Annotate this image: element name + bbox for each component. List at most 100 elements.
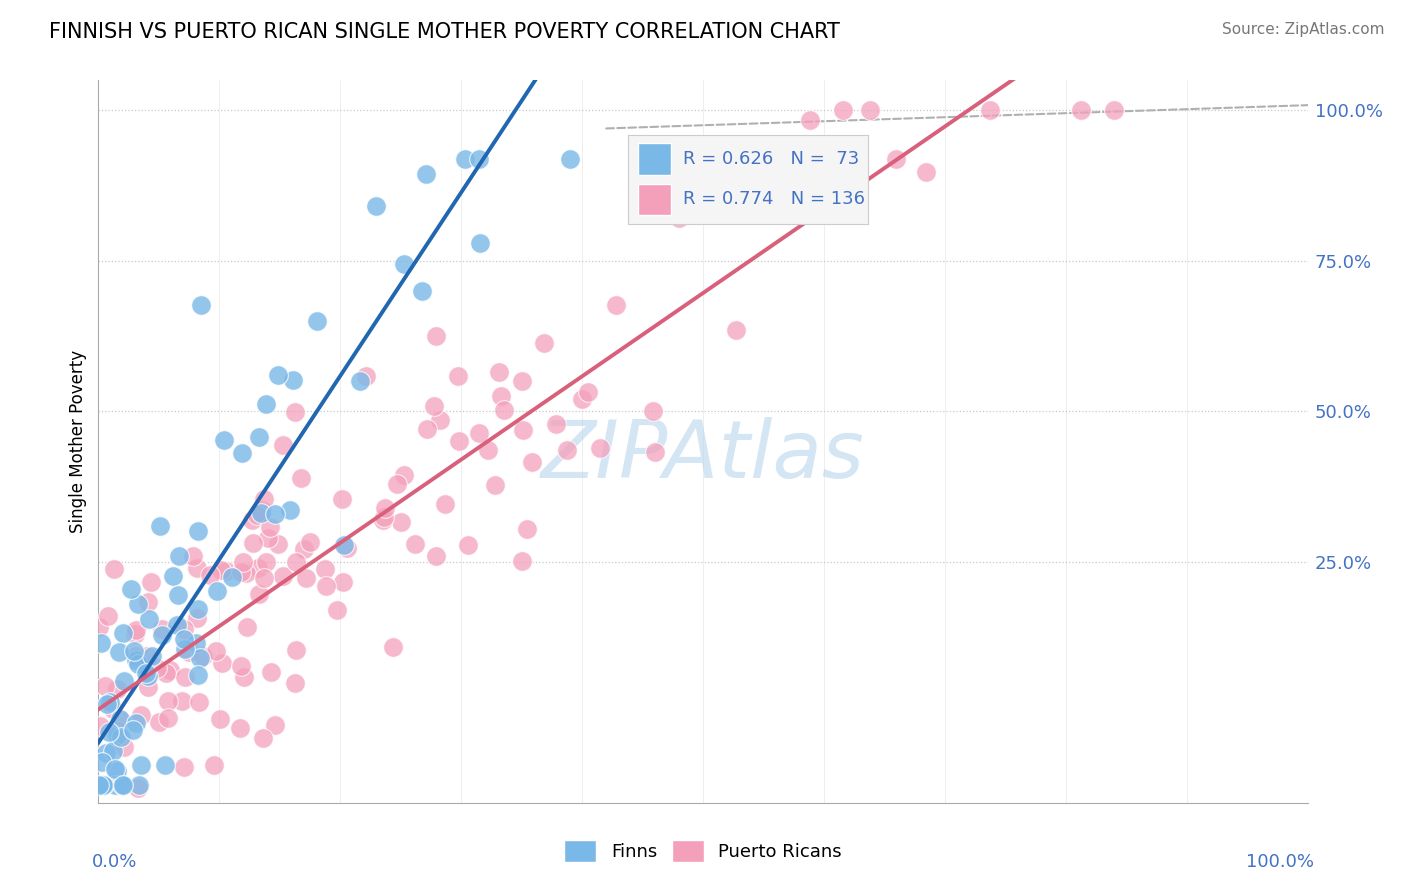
Puerto Ricans (284, 676, 307, 690)
Puerto Ricans (859, 103, 882, 118)
Puerto Ricans (373, 510, 395, 524)
Finns (104, 763, 127, 777)
Text: Source: ZipAtlas.com: Source: ZipAtlas.com (1222, 22, 1385, 37)
Finns (94, 778, 117, 792)
Puerto Ricans (215, 564, 238, 578)
Puerto Ricans (429, 413, 451, 427)
Puerto Ricans (717, 188, 740, 202)
Puerto Ricans (141, 574, 163, 589)
Finns (111, 778, 134, 792)
Finns (190, 297, 212, 311)
Finns (187, 602, 209, 616)
Puerto Ricans (253, 491, 276, 506)
Puerto Ricans (257, 531, 280, 545)
Finns (307, 314, 329, 328)
Puerto Ricans (125, 648, 148, 663)
Puerto Ricans (392, 468, 415, 483)
Finns (221, 570, 243, 584)
Puerto Ricans (101, 702, 124, 716)
Puerto Ricans (354, 368, 377, 383)
Puerto Ricans (173, 670, 195, 684)
Puerto Ricans (107, 723, 129, 738)
Puerto Ricans (186, 611, 208, 625)
Text: 0.0%: 0.0% (93, 854, 138, 871)
Puerto Ricans (173, 760, 195, 774)
Puerto Ricans (457, 539, 479, 553)
Puerto Ricans (423, 399, 446, 413)
Puerto Ricans (433, 497, 456, 511)
Puerto Ricans (332, 574, 354, 589)
Finns (128, 778, 150, 792)
Puerto Ricans (112, 739, 135, 754)
Puerto Ricans (135, 649, 157, 664)
Puerto Ricans (155, 665, 177, 680)
Puerto Ricans (96, 609, 118, 624)
Finns (169, 549, 191, 563)
Puerto Ricans (557, 443, 579, 458)
Puerto Ricans (136, 595, 159, 609)
Finns (364, 199, 387, 213)
Finns (135, 665, 157, 680)
Finns (93, 778, 115, 792)
Finns (184, 636, 207, 650)
Finns (125, 715, 148, 730)
Finns (110, 778, 132, 792)
Puerto Ricans (232, 555, 254, 569)
Puerto Ricans (247, 587, 270, 601)
Puerto Ricans (233, 670, 256, 684)
Finns (97, 725, 120, 739)
Puerto Ricans (208, 712, 231, 726)
Puerto Ricans (245, 508, 267, 522)
Puerto Ricans (725, 323, 748, 337)
Puerto Ricans (186, 561, 208, 575)
Finns (111, 778, 134, 792)
Puerto Ricans (484, 478, 506, 492)
Puerto Ricans (125, 814, 148, 828)
Finns (212, 433, 235, 447)
Puerto Ricans (298, 535, 321, 549)
Finns (187, 668, 209, 682)
Puerto Ricans (271, 438, 294, 452)
Puerto Ricans (641, 404, 664, 418)
Puerto Ricans (492, 402, 515, 417)
Puerto Ricans (148, 715, 170, 730)
Puerto Ricans (89, 719, 111, 733)
Puerto Ricans (177, 645, 200, 659)
Puerto Ricans (571, 392, 593, 407)
Puerto Ricans (330, 491, 353, 506)
Finns (415, 167, 437, 181)
Puerto Ricans (183, 549, 205, 564)
Puerto Ricans (250, 503, 273, 517)
Finns (124, 644, 146, 658)
Finns (136, 668, 159, 682)
Puerto Ricans (467, 425, 489, 440)
Puerto Ricans (157, 694, 180, 708)
Puerto Ricans (124, 626, 146, 640)
Puerto Ricans (290, 471, 312, 485)
Finns (105, 764, 128, 778)
Finns (96, 698, 118, 712)
FancyBboxPatch shape (637, 144, 671, 175)
Finns (231, 446, 253, 460)
Finns (149, 519, 172, 533)
Finns (281, 373, 304, 387)
Puerto Ricans (725, 144, 748, 158)
Puerto Ricans (668, 211, 690, 225)
Finns (150, 628, 173, 642)
Puerto Ricans (129, 708, 152, 723)
Puerto Ricans (373, 513, 395, 527)
Finns (87, 778, 110, 792)
Puerto Ricans (387, 476, 409, 491)
Puerto Ricans (381, 640, 404, 654)
Puerto Ricans (260, 665, 283, 680)
Puerto Ricans (510, 554, 533, 568)
Finns (467, 152, 489, 166)
Finns (94, 746, 117, 760)
Puerto Ricans (107, 778, 129, 792)
Puerto Ricans (510, 374, 533, 388)
Puerto Ricans (150, 622, 173, 636)
Puerto Ricans (447, 368, 470, 383)
Text: FINNISH VS PUERTO RICAN SINGLE MOTHER POVERTY CORRELATION CHART: FINNISH VS PUERTO RICAN SINGLE MOTHER PO… (49, 22, 841, 42)
Puerto Ricans (326, 603, 349, 617)
Puerto Ricans (832, 103, 855, 118)
